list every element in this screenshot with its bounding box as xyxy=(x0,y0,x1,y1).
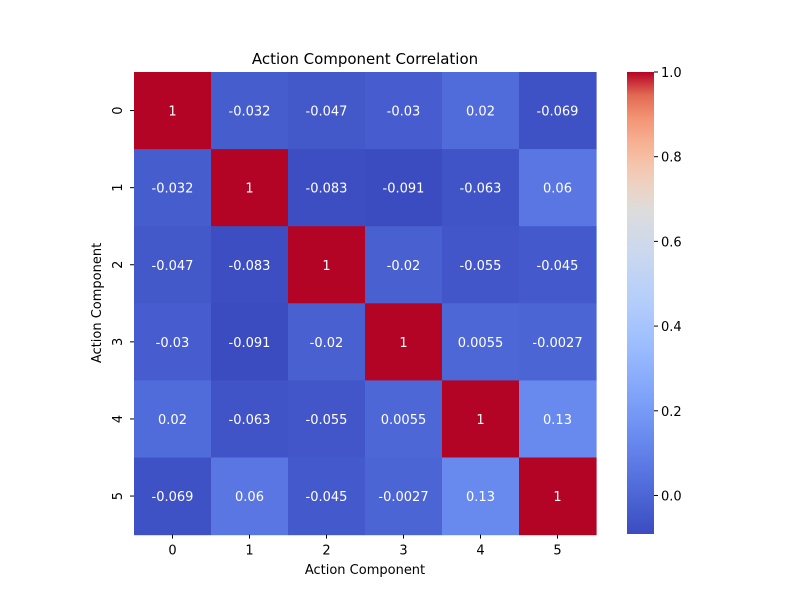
cell-annotation-1-1: 1 xyxy=(245,182,253,197)
cell-annotation-3-0: -0.03 xyxy=(156,336,190,351)
y-axis: 0 1 2 3 4 5 xyxy=(111,106,134,500)
x-axis-label: Action Component xyxy=(305,563,425,578)
cell-annotation-2-4: -0.055 xyxy=(460,259,502,274)
y-axis-label: Action Component xyxy=(90,243,105,363)
y-tick-label-0: 0 xyxy=(111,106,126,114)
cell-annotation-5-3: -0.0027 xyxy=(378,490,428,505)
cell-annotation-3-2: -0.02 xyxy=(310,336,344,351)
cell-annotation-0-2: -0.047 xyxy=(306,105,348,120)
cell-annotation-4-4: 1 xyxy=(476,413,484,428)
cell-annotation-1-3: -0.091 xyxy=(383,182,425,197)
cell-annotation-4-2: -0.055 xyxy=(306,413,348,428)
x-tick-label-0: 0 xyxy=(168,544,176,559)
colorbar-ticks: 0.0 0.2 0.4 0.6 0.8 1.0 xyxy=(654,66,682,504)
cell-annotation-0-0: 1 xyxy=(168,105,176,120)
cell-annotation-2-1: -0.083 xyxy=(229,259,271,274)
cell-annotation-1-4: -0.063 xyxy=(460,182,502,197)
cell-annotation-2-2: 1 xyxy=(322,259,330,274)
cell-annotation-1-5: 0.06 xyxy=(543,182,572,197)
colorbar-tick-label-4: 0.8 xyxy=(661,151,682,166)
x-tick-label-4: 4 xyxy=(476,544,484,559)
colorbar-tick-label-0: 0.0 xyxy=(661,489,682,504)
cell-annotation-0-5: -0.069 xyxy=(537,105,579,120)
x-axis: 0 1 2 3 4 5 xyxy=(168,535,561,559)
cell-annotation-3-1: -0.091 xyxy=(229,336,271,351)
y-tick-label-5: 5 xyxy=(111,492,126,500)
cell-annotation-3-3: 1 xyxy=(399,336,407,351)
cell-annotation-5-1: 0.06 xyxy=(235,490,264,505)
heatmap-cells xyxy=(134,72,597,535)
y-tick-label-4: 4 xyxy=(111,415,126,423)
x-tick-label-1: 1 xyxy=(245,544,253,559)
cell-annotation-3-5: -0.0027 xyxy=(532,336,582,351)
cell-annotation-5-0: -0.069 xyxy=(152,490,194,505)
cell-annotation-5-5: 1 xyxy=(553,490,561,505)
cell-annotation-5-4: 0.13 xyxy=(466,490,495,505)
cell-annotation-4-5: 0.13 xyxy=(543,413,572,428)
x-tick-label-5: 5 xyxy=(553,544,561,559)
cell-annotation-4-1: -0.063 xyxy=(229,413,271,428)
cell-annotation-1-2: -0.083 xyxy=(306,182,348,197)
colorbar-tick-label-3: 0.6 xyxy=(661,235,682,250)
colorbar: 0.0 0.2 0.4 0.6 0.8 1.0 xyxy=(627,66,682,534)
cell-annotation-0-1: -0.032 xyxy=(229,105,271,120)
x-tick-label-3: 3 xyxy=(399,544,407,559)
cell-annotation-0-4: 0.02 xyxy=(466,105,495,120)
cell-annotation-2-5: -0.045 xyxy=(537,259,579,274)
colorbar-tick-label-5: 1.0 xyxy=(661,66,682,81)
colorbar-tick-label-2: 0.4 xyxy=(661,320,682,335)
colorbar-tick-label-1: 0.2 xyxy=(661,405,682,420)
y-tick-label-2: 2 xyxy=(111,261,126,269)
cell-annotation-2-0: -0.047 xyxy=(152,259,194,274)
cell-annotation-1-0: -0.032 xyxy=(152,182,194,197)
x-tick-label-2: 2 xyxy=(322,544,330,559)
cell-annotation-4-3: 0.0055 xyxy=(381,413,427,428)
cell-annotation-0-3: -0.03 xyxy=(387,105,421,120)
cell-annotation-4-0: 0.02 xyxy=(158,413,187,428)
y-tick-label-3: 3 xyxy=(111,338,126,346)
cell-annotation-2-3: -0.02 xyxy=(387,259,421,274)
y-tick-label-1: 1 xyxy=(111,184,126,192)
cell-annotation-3-4: 0.0055 xyxy=(458,336,504,351)
cell-annotation-5-2: -0.045 xyxy=(306,490,348,505)
chart-title: Action Component Correlation xyxy=(252,50,478,68)
colorbar-gradient xyxy=(627,72,654,534)
